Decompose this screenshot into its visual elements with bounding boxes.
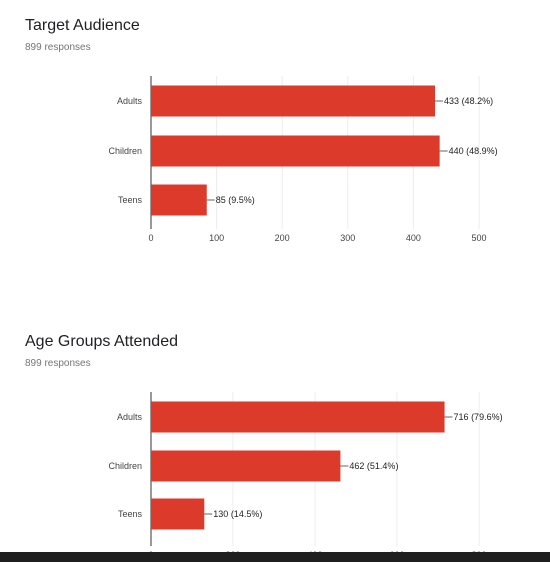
bar-plot: 0 100 200 300 400 500 Adults 433 (48.2%) Childre… [108,76,498,243]
data-label: 462 (51.4%) [349,461,398,471]
bar [151,450,341,482]
response-count: 899 responses [25,42,91,53]
bar [151,401,445,433]
x-tick-label: 300 [340,233,355,243]
bottom-bar [0,552,550,562]
category-label: Adults [117,412,143,422]
bar-plot: 0200400600800Adults716 (79.6%)Children46… [108,392,503,560]
target-audience-chart: Target Audience 899 responses 0 100 200 300… [25,17,498,243]
data-label: 130 (14.5%) [213,509,262,519]
chart-title: Age Groups Attended [25,333,178,350]
category-label: Teens [118,509,143,519]
bar [151,85,436,117]
response-count: 899 responses [25,358,91,369]
category-label: Children [108,146,142,156]
bar [151,498,205,530]
x-tick-label: 400 [406,233,421,243]
data-label: 85 (9.5%) [216,195,255,205]
category-label: Children [108,461,142,471]
age-groups-chart: Age Groups Attended 899 responses 020040… [0,316,550,562]
data-label: 440 (48.9%) [449,146,498,156]
data-label: 433 (48.2%) [444,96,493,106]
category-label: Adults [117,96,143,106]
data-label: 716 (79.6%) [454,412,503,422]
bar [151,184,207,216]
category-label: Teens [118,195,143,205]
chart-title: Target Audience [25,17,140,34]
x-tick-label: 0 [148,233,153,243]
x-tick-label: 100 [209,233,224,243]
x-tick-label: 500 [471,233,486,243]
bar [151,135,440,167]
x-tick-label: 200 [275,233,290,243]
